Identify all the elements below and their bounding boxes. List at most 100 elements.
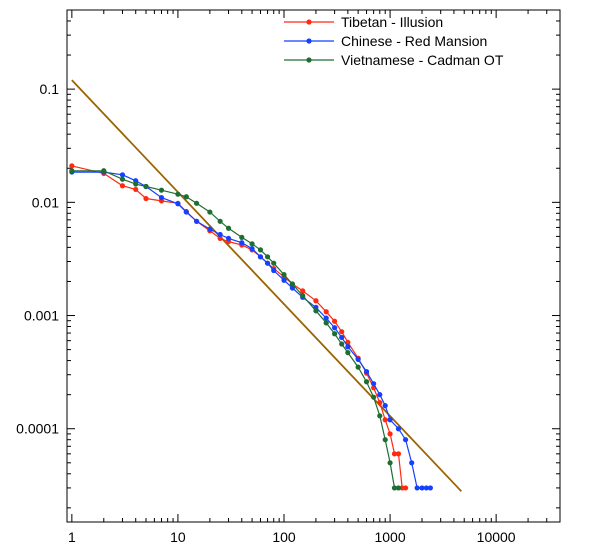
data-point-chinese-red-mansion: [427, 485, 433, 491]
data-point-vietnamese-cadman-ot: [332, 331, 338, 337]
data-point-chinese-red-mansion: [119, 172, 126, 178]
data-point-vietnamese-cadman-ot: [377, 413, 383, 419]
data-point-vietnamese-cadman-ot: [175, 191, 181, 197]
plot-frame: [66, 9, 561, 523]
data-point-vietnamese-cadman-ot: [382, 437, 388, 443]
legend-label-tibetan-illusion: Tibetan - Illusion: [341, 14, 443, 30]
data-point-tibetan-illusion: [339, 329, 345, 335]
data-point-vietnamese-cadman-ot: [313, 308, 319, 314]
data-point-vietnamese-cadman-ot: [395, 485, 402, 491]
data-point-chinese-red-mansion: [249, 246, 255, 252]
data-point-tibetan-illusion: [387, 431, 393, 437]
series-line-tibetan-illusion: [71, 165, 406, 489]
data-point-vietnamese-cadman-ot: [371, 394, 377, 400]
data-point-chinese-red-mansion: [339, 334, 345, 341]
data-point-chinese-red-mansion: [414, 485, 420, 491]
data-point-chinese-red-mansion: [271, 267, 277, 274]
data-point-vietnamese-cadman-ot: [355, 364, 361, 370]
data-point-tibetan-illusion: [119, 183, 126, 189]
legend-swatch-marker-chinese-red-mansion: [306, 38, 312, 44]
data-point-tibetan-illusion: [143, 195, 149, 202]
data-point-tibetan-illusion: [382, 417, 388, 423]
data-point-chinese-red-mansion: [382, 403, 388, 409]
data-point-chinese-red-mansion: [264, 260, 271, 266]
data-point-tibetan-illusion: [395, 451, 402, 457]
data-point-chinese-red-mansion: [363, 368, 370, 375]
data-point-vietnamese-cadman-ot: [101, 168, 107, 174]
legend-label-chinese-red-mansion: Chinese - Red Mansion: [341, 33, 487, 49]
y-tick-label: 0.001: [24, 308, 59, 324]
data-point-vietnamese-cadman-ot: [257, 247, 264, 253]
data-point-vietnamese-cadman-ot: [239, 234, 245, 240]
data-point-chinese-red-mansion: [289, 285, 295, 291]
data-point-vietnamese-cadman-ot: [391, 485, 398, 491]
data-point-vietnamese-cadman-ot: [387, 460, 393, 466]
data-point-vietnamese-cadman-ot: [143, 183, 149, 190]
legend: Tibetan - Illusion Chinese - Red Mansion V…: [284, 14, 504, 68]
data-point-tibetan-illusion: [377, 400, 383, 406]
data-point-vietnamese-cadman-ot: [339, 341, 345, 347]
data-point-tibetan-illusion: [345, 339, 351, 345]
data-point-chinese-red-mansion: [158, 195, 165, 201]
data-point-tibetan-illusion: [391, 451, 398, 457]
data-point-chinese-red-mansion: [409, 460, 415, 466]
axis-ticks: [67, 9, 561, 522]
data-point-chinese-red-mansion: [175, 201, 181, 207]
legend-label-vietnamese-cadman-ot: Vietnamese - Cadman OT: [341, 52, 504, 68]
data-point-tibetan-illusion: [300, 288, 306, 294]
data-point-vietnamese-cadman-ot: [69, 168, 75, 174]
data-point-vietnamese-cadman-ot: [300, 292, 306, 299]
series-layer: [69, 79, 463, 492]
data-point-chinese-red-mansion: [395, 426, 402, 432]
data-point-chinese-red-mansion: [217, 231, 223, 238]
data-point-chinese-red-mansion: [402, 437, 409, 443]
legend-swatch-marker-vietnamese-cadman-ot: [306, 57, 312, 63]
data-point-chinese-red-mansion: [183, 209, 189, 215]
data-point-vietnamese-cadman-ot: [281, 271, 287, 278]
series-line-chinese-red-mansion: [71, 171, 431, 489]
data-point-chinese-red-mansion: [387, 417, 393, 423]
x-tick-label: 100: [272, 529, 296, 545]
data-point-chinese-red-mansion: [345, 344, 351, 350]
data-point-vietnamese-cadman-ot: [323, 320, 329, 326]
data-point-chinese-red-mansion: [239, 240, 245, 246]
data-point-chinese-red-mansion: [281, 277, 287, 283]
series-line-vietnamese-cadman-ot: [71, 170, 399, 489]
data-point-vietnamese-cadman-ot: [289, 281, 295, 287]
data-point-tibetan-illusion: [332, 318, 338, 324]
y-tick-label: 0.0001: [16, 421, 59, 437]
data-point-chinese-red-mansion: [207, 226, 213, 232]
x-tick-label: 10: [170, 529, 186, 545]
data-point-vietnamese-cadman-ot: [158, 187, 165, 193]
data-point-tibetan-illusion: [69, 163, 75, 169]
data-point-vietnamese-cadman-ot: [119, 176, 126, 182]
data-point-vietnamese-cadman-ot: [217, 218, 223, 224]
x-tick-label: 1000: [374, 529, 405, 545]
data-point-vietnamese-cadman-ot: [207, 209, 213, 215]
data-point-vietnamese-cadman-ot: [345, 350, 351, 356]
data-point-tibetan-illusion: [323, 309, 329, 315]
data-point-chinese-red-mansion: [423, 485, 429, 491]
data-point-chinese-red-mansion: [371, 381, 377, 387]
data-point-vietnamese-cadman-ot: [194, 200, 200, 206]
x-tick-label: 10000: [477, 529, 516, 545]
y-tick-label: 0.01: [32, 194, 59, 210]
data-point-chinese-red-mansion: [332, 325, 338, 331]
data-point-chinese-red-mansion: [377, 392, 383, 398]
data-point-vietnamese-cadman-ot: [183, 194, 189, 200]
data-point-chinese-red-mansion: [225, 235, 232, 242]
axis-tick-labels: 1 10 100 1000 10000 0.1 0.01 0.001 0.0001: [16, 81, 516, 545]
data-point-vietnamese-cadman-ot: [271, 260, 277, 266]
data-point-vietnamese-cadman-ot: [249, 241, 255, 247]
legend-swatch-marker-tibetan-illusion: [306, 19, 312, 25]
data-point-tibetan-illusion: [402, 485, 409, 491]
reference-line: [71, 79, 463, 492]
data-point-chinese-red-mansion: [194, 218, 200, 224]
data-point-vietnamese-cadman-ot: [225, 225, 232, 231]
data-point-tibetan-illusion: [133, 186, 139, 193]
data-point-chinese-red-mansion: [355, 356, 361, 362]
data-point-tibetan-illusion: [217, 235, 223, 242]
x-tick-label: 1: [68, 529, 76, 545]
data-point-tibetan-illusion: [313, 298, 319, 304]
